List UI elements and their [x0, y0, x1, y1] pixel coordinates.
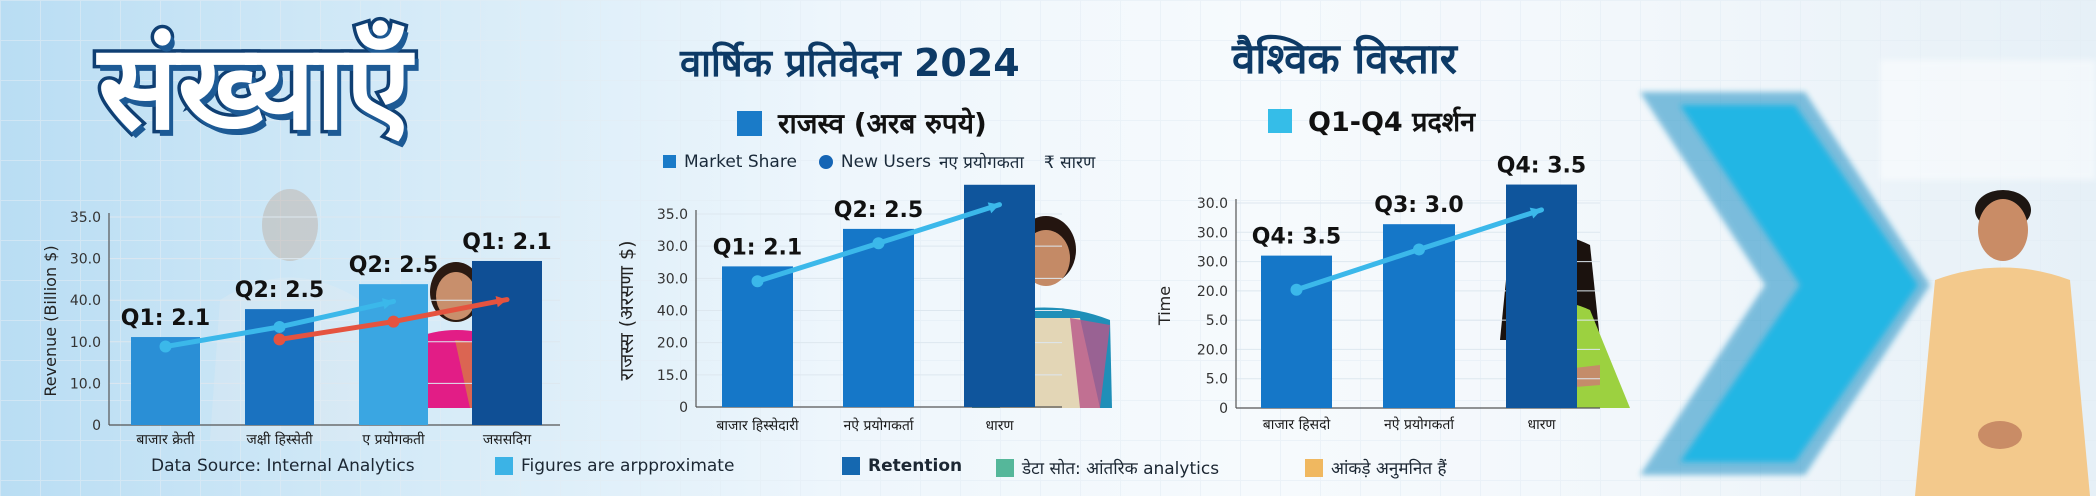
new-users-swatch: [818, 154, 833, 169]
trend-arrowhead: [987, 202, 1000, 214]
legend-swatch: [737, 110, 762, 136]
y-tick-label: 40.0: [70, 293, 101, 309]
y-tick-label: 15.0: [657, 368, 688, 384]
footer-item: डेटा सोत: आंतरिक analytics: [996, 456, 1219, 479]
footer-label: Figures are arpproximate: [521, 456, 735, 476]
y-tick-label: 40.0: [657, 304, 688, 320]
data-label: Q1: 2.1: [713, 235, 802, 260]
y-tick-label: 35.0: [70, 210, 101, 226]
x-tick-label: धारण: [1527, 417, 1556, 433]
data-label: Q2: 2.5: [834, 198, 923, 223]
trend-arrowhead: [381, 298, 394, 310]
y-axis-label: Time: [1155, 286, 1174, 326]
data-label: Q1: 2.1: [462, 230, 551, 255]
footer-label: डेटा सोत: आंतरिक analytics: [1022, 459, 1220, 479]
bar: [472, 260, 542, 425]
chevron-right-icon-inner: [1680, 105, 1918, 462]
legend-swatch: [1268, 108, 1292, 133]
x-tick-label: धारण: [985, 418, 1014, 434]
trend-arrowhead: [1529, 207, 1542, 219]
trend-point: [387, 315, 400, 328]
y-tick-label: 20.0: [1197, 342, 1228, 358]
bar: [964, 184, 1035, 407]
trend-point: [751, 275, 764, 288]
y-tick-label: 0: [1219, 401, 1228, 417]
legend-new-users: New Users: [840, 151, 931, 172]
y-tick-label: 30.0: [657, 239, 688, 255]
y-tick-label: 30.0: [70, 252, 101, 268]
right-legend: Q1-Q4 प्रदर्शन: [1268, 102, 1475, 139]
data-label: Q4: 3.5: [1252, 225, 1341, 250]
trend-point: [273, 320, 286, 333]
footer-label: Data Source: Internal Analytics: [151, 456, 415, 476]
y-tick-label: 30.0: [657, 271, 688, 287]
chart-3: 0 5.0 20.0 5.0 20.0 30.0 30.0 30.0 Time बाजार हिस…: [1155, 154, 1600, 433]
footer-item: Retention: [842, 456, 962, 476]
bar: [843, 228, 914, 407]
chart-1: 0 10.0 10.0 40.0 30.0 35.0 Revenue (Billion $)…: [41, 210, 560, 448]
x-tick-label: नऐ प्रयोगकर्ता: [844, 417, 915, 434]
x-tick-label: जक्षी हिस्सेती: [246, 431, 313, 448]
legend-rupee: ₹ सारण: [1043, 153, 1096, 173]
y-tick-label: 30.0: [1197, 225, 1228, 241]
trend-point: [872, 237, 885, 250]
y-tick-label: 10.0: [70, 376, 101, 392]
x-tick-label: बाजार क्रेती: [136, 431, 195, 448]
footer-item: Figures are arpproximate: [495, 456, 734, 476]
footer-item: आंकड़े अनुमनित हैं: [1305, 456, 1446, 479]
y-tick-label: 20.0: [1197, 284, 1228, 300]
x-tick-label: ए प्रयोगकती: [362, 431, 425, 448]
chart-2: 0 15.0 20.0 40.0 30.0 30.0 35.0 राजस्स (अरसणा $…: [616, 184, 1062, 434]
data-label: Q1: 2.1: [121, 306, 210, 331]
y-tick-label: 0: [92, 418, 101, 434]
x-tick-label: बाजार हिस्सेदारी: [716, 417, 799, 434]
center-legend: राजस्व (अरब रुपये): [737, 104, 987, 142]
footer-swatch: [842, 457, 860, 475]
trend-arrowhead: [495, 295, 507, 308]
y-tick-label: 10.0: [70, 335, 101, 351]
trend-point: [273, 333, 286, 346]
y-tick-label: 20.0: [657, 336, 688, 352]
chevron-right-icon: [1640, 92, 1930, 475]
trend-point: [1413, 243, 1425, 256]
y-axis-label: राजस्स (अरसणा $): [616, 241, 638, 381]
bar: [1506, 184, 1577, 408]
footer-swatch: [1305, 458, 1323, 477]
data-label: Q2: 2.5: [235, 278, 324, 303]
trend-point: [1290, 283, 1303, 296]
market-share-swatch: [663, 155, 676, 168]
footer-source: Data Source: Internal Analytics: [151, 456, 415, 476]
y-tick-label: 0: [679, 400, 688, 416]
footer-label: Retention: [868, 456, 963, 476]
trend-point: [159, 340, 172, 353]
data-label: Q3: 3.0: [1374, 193, 1463, 218]
bar: [722, 266, 793, 407]
y-tick-label: 5.0: [1206, 313, 1228, 329]
data-label: Q4: 3.5: [1497, 154, 1586, 179]
right-title: वैश्विक विस्तार: [1232, 34, 1457, 83]
y-tick-label: 30.0: [1197, 255, 1228, 271]
x-tick-label: नऐ प्रयोगकर्ता: [1384, 416, 1455, 433]
y-tick-label: 30.0: [1197, 196, 1228, 212]
legend-hindi-users: नए प्रयोगकता: [939, 153, 1024, 173]
footer-swatch: [495, 457, 513, 475]
decorative-chevron-area: [1640, 60, 2096, 475]
y-axis-label: Revenue (Billion $): [41, 245, 60, 396]
right-legend-label: Q1-Q4 प्रदर्शन: [1308, 107, 1476, 138]
y-tick-label: 35.0: [657, 207, 688, 223]
x-tick-label: बाजार हिसदो: [1263, 416, 1331, 433]
small-legend: Market Share New Users नए प्रयोगकता ₹ सा…: [663, 150, 1095, 173]
headline: संख्याएँ: [94, 18, 414, 156]
data-label: Q2: 2.5: [349, 253, 438, 278]
center-legend-label: राजस्व (अरब रुपये): [778, 107, 987, 140]
legend-market-share: Market Share: [684, 151, 797, 172]
center-title: वार्षिक प्रतिवेदन 2024: [680, 41, 1020, 85]
footer-label: आंकड़े अनुमनित हैं: [1331, 459, 1447, 479]
y-tick-label: 5.0: [1206, 372, 1228, 388]
footer-swatch: [996, 458, 1014, 477]
bar: [1261, 255, 1332, 408]
x-tick-label: जससदिग: [483, 431, 532, 448]
